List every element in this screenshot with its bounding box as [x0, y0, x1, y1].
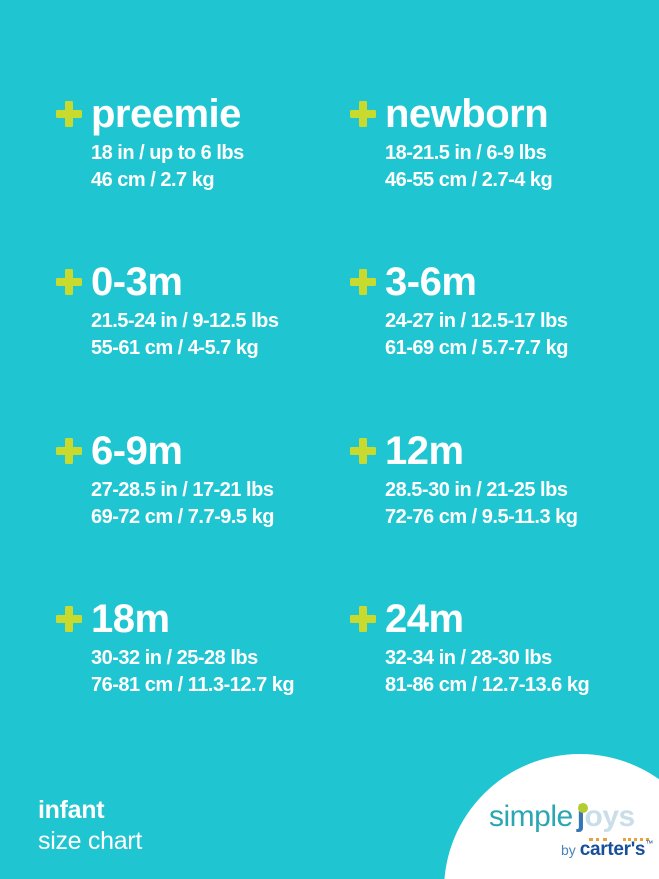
size-label: 18m [91, 597, 170, 641]
size-block-18m: 18m 30-32 in / 25-28 lbs 76-81 cm / 11.3… [56, 597, 295, 699]
size-metric: 46 cm / 2.7 kg [91, 169, 215, 191]
size-label: 6-9m [91, 429, 183, 473]
size-metric: 61-69 cm / 5.7-7.7 kg [385, 337, 568, 359]
size-label: newborn [385, 92, 549, 136]
stitch-dots-icon [623, 838, 649, 841]
plus-icon [350, 438, 376, 464]
logo-j-dot-icon [577, 803, 588, 813]
size-label: 0-3m [91, 260, 183, 304]
size-imperial: 18 in / up to 6 lbs [91, 142, 244, 164]
size-block-6-9m: 6-9m 27-28.5 in / 17-21 lbs 69-72 cm / 7… [56, 430, 274, 531]
size-metric: 81-86 cm / 12.7-13.6 kg [385, 674, 590, 696]
logo-carters-text: carter's [579, 839, 646, 860]
plus-icon [56, 101, 82, 127]
size-block-12m: 12m 28.5-30 in / 21-25 lbs 72-76 cm / 9.… [350, 429, 578, 531]
size-metric: 46-55 cm / 2.7-4 kg [385, 169, 553, 191]
brand-logo-circle: simple j oys by carter's™ [444, 754, 659, 879]
plus-icon [56, 438, 82, 464]
chart-title-category: infant [38, 796, 105, 824]
size-label: preemie [91, 92, 241, 136]
size-imperial: 18-21.5 in / 6-9 lbs [385, 142, 547, 164]
logo-oys-letters: oys [584, 800, 636, 833]
logo-by-text: by [561, 842, 580, 858]
size-imperial: 27-28.5 in / 17-21 lbs [91, 479, 274, 501]
size-block-preemie: preemie 18 in / up to 6 lbs 46 cm / 2.7 … [56, 93, 244, 194]
stitch-dots-icon [589, 838, 607, 841]
plus-icon [56, 269, 82, 295]
plus-icon [350, 269, 376, 295]
plus-icon [350, 606, 376, 632]
size-label: 3-6m [385, 260, 477, 304]
size-label: 12m [385, 429, 464, 473]
size-imperial: 32-34 in / 28-30 lbs [385, 647, 552, 669]
plus-icon [350, 101, 376, 127]
size-metric: 69-72 cm / 7.7-9.5 kg [91, 506, 274, 528]
size-metric: 76-81 cm / 11.3-12.7 kg [91, 674, 295, 696]
chart-title-label: size chart [38, 827, 142, 855]
size-block-24m: 24m 32-34 in / 28-30 lbs 81-86 cm / 12.7… [350, 597, 590, 699]
chart-title: infant size chart [38, 795, 142, 857]
size-metric: 55-61 cm / 4-5.7 kg [91, 337, 259, 359]
size-block-3-6m: 3-6m 24-27 in / 12.5-17 lbs 61-69 cm / 5… [350, 261, 568, 362]
logo-simple-text: simple [489, 800, 573, 833]
size-imperial: 24-27 in / 12.5-17 lbs [385, 310, 568, 332]
logo-joys-text: j oys [577, 800, 636, 834]
size-imperial: 21.5-24 in / 9-12.5 lbs [91, 310, 279, 332]
size-metric: 72-76 cm / 9.5-11.3 kg [385, 506, 578, 528]
size-label: 24m [385, 597, 464, 641]
plus-icon [56, 606, 82, 632]
size-block-newborn: newborn 18-21.5 in / 6-9 lbs 46-55 cm / … [350, 92, 553, 194]
trademark-symbol: ™ [645, 839, 654, 848]
logo-j-letter: j [577, 800, 588, 834]
size-imperial: 28.5-30 in / 21-25 lbs [385, 479, 568, 501]
size-block-0-3m: 0-3m 21.5-24 in / 9-12.5 lbs 55-61 cm / … [56, 261, 279, 362]
brand-logo-simple-joys: simple j oys [489, 800, 635, 834]
brand-logo-by-carters: by carter's™ [561, 839, 653, 861]
size-imperial: 30-32 in / 25-28 lbs [91, 647, 258, 669]
